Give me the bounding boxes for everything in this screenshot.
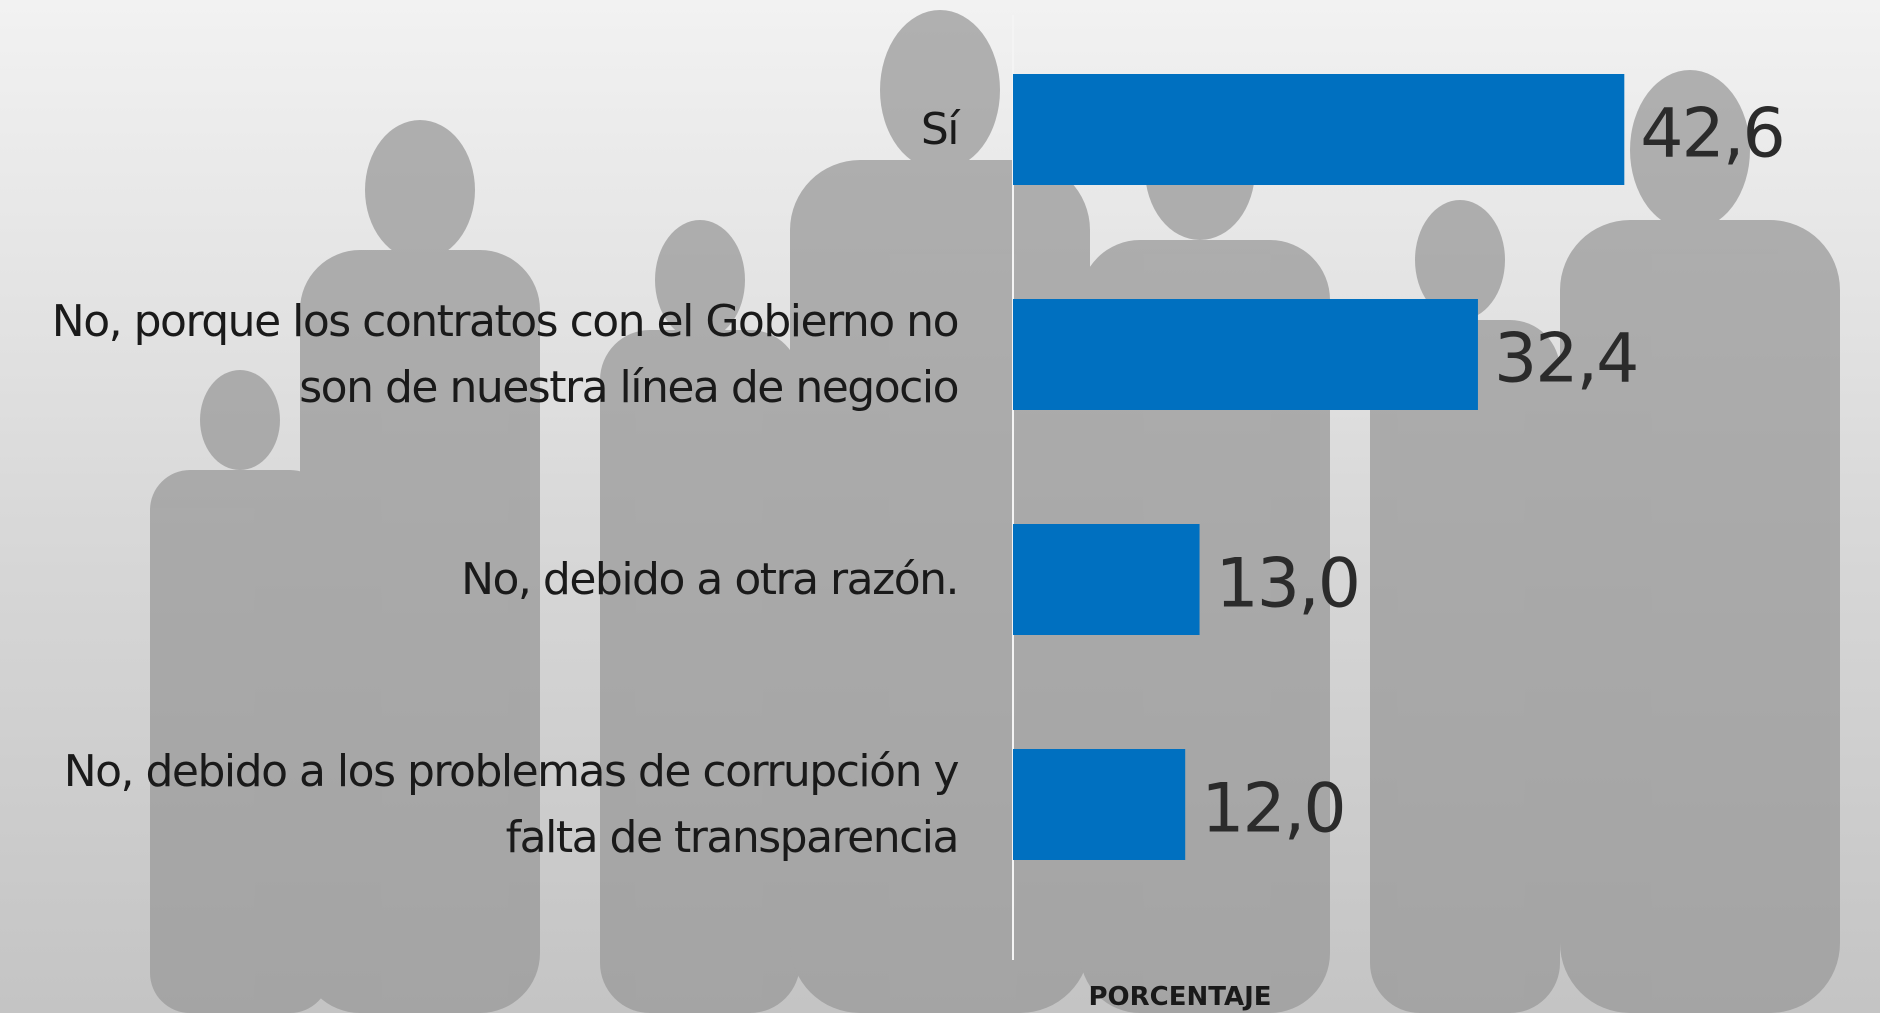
bar (1013, 749, 1186, 860)
category-label: No, debido a los problemas de corrupción… (63, 745, 960, 863)
category-label: No, porque los contratos con el Gobierno… (51, 295, 960, 413)
bar (1013, 74, 1625, 185)
value-label: 32,4 (1493, 319, 1639, 398)
x-axis-label: PORCENTAJE (1088, 982, 1272, 1012)
bar (1013, 524, 1200, 635)
category-label: Sí (920, 103, 960, 155)
value-label: 12,0 (1201, 769, 1346, 848)
value-label: 42,6 (1640, 94, 1785, 173)
silhouettes (150, 10, 1840, 1013)
category-label: No, debido a otra razón. (461, 553, 959, 605)
bar (1013, 299, 1478, 410)
value-label: 13,0 (1215, 544, 1361, 623)
